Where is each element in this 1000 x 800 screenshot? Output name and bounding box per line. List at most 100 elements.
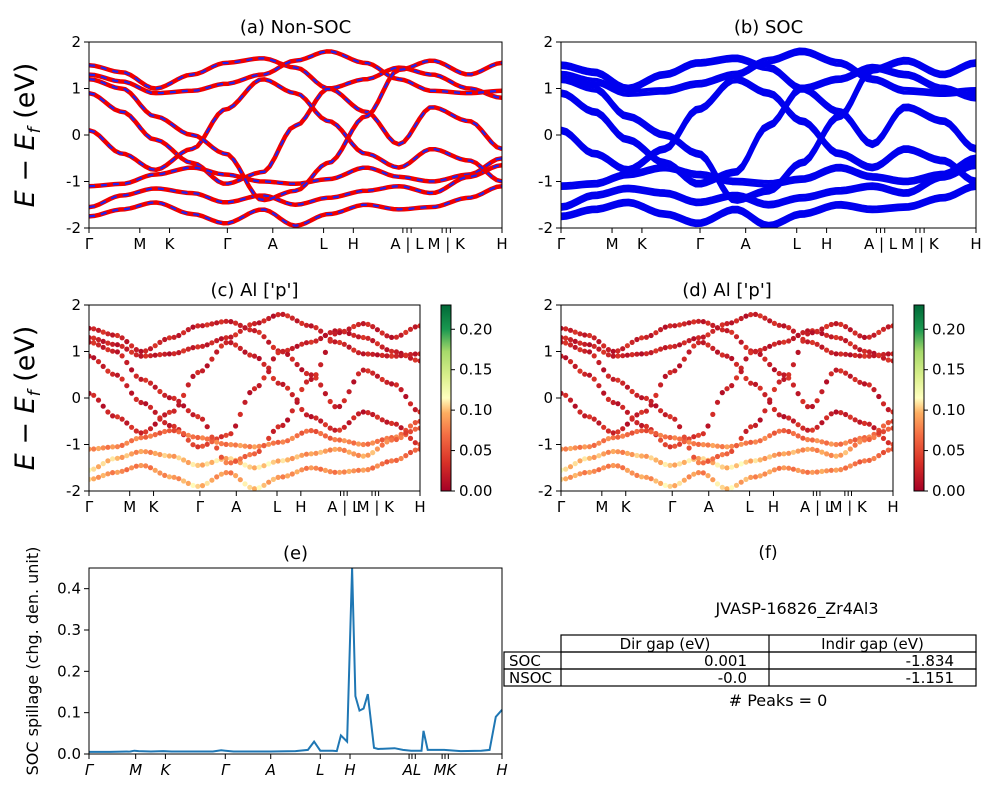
panel-d-point bbox=[771, 452, 778, 458]
panel-c-point bbox=[209, 340, 215, 346]
panel-c-point bbox=[124, 346, 130, 352]
panel-c-point bbox=[289, 392, 295, 398]
panel-c-point bbox=[124, 440, 130, 446]
panel-d-point bbox=[629, 416, 635, 422]
panel-d-point bbox=[567, 397, 574, 403]
panel-c-point bbox=[100, 445, 106, 451]
panel-d-point bbox=[852, 376, 858, 383]
panel-d-point bbox=[572, 461, 578, 467]
panel-c-point bbox=[181, 392, 187, 398]
panel-d-point bbox=[653, 478, 659, 484]
panel-c-point bbox=[95, 342, 102, 348]
panel-d-point bbox=[605, 436, 612, 442]
panel-b-frame bbox=[560, 41, 977, 229]
panel-b-ytick-label: 2 bbox=[543, 33, 553, 51]
panel-c-point bbox=[228, 460, 234, 466]
panel-c-point bbox=[114, 342, 120, 348]
panel-c-point bbox=[365, 467, 371, 473]
panel-c-point bbox=[133, 352, 139, 358]
panel-c-point bbox=[119, 376, 125, 382]
panel-d-point bbox=[719, 484, 725, 490]
panel-c-point bbox=[237, 477, 243, 483]
panel-d-point bbox=[805, 469, 811, 475]
panel-d-point bbox=[667, 323, 673, 329]
panel-c-point bbox=[114, 332, 120, 339]
panel-c-point bbox=[355, 411, 362, 417]
panel-d-point bbox=[843, 370, 849, 376]
panel-d-point bbox=[567, 359, 574, 365]
panel-d-point bbox=[852, 437, 858, 443]
panel-d-point bbox=[605, 352, 612, 358]
panel-d-point bbox=[672, 462, 678, 468]
panel-d-point bbox=[624, 343, 631, 349]
panel-c-point bbox=[199, 323, 206, 329]
panel-d-point bbox=[781, 451, 787, 457]
panel-c-point bbox=[417, 441, 420, 448]
panel-c-point bbox=[129, 367, 135, 373]
panel-c-point bbox=[223, 441, 229, 447]
panel-d-point bbox=[677, 436, 683, 442]
table-cell: -1.151 bbox=[906, 669, 954, 687]
panel-c-point bbox=[157, 388, 163, 395]
panel-c-point bbox=[332, 427, 338, 433]
panel-c-point bbox=[214, 320, 220, 326]
panel-d-point bbox=[634, 412, 640, 418]
panel-d-point bbox=[662, 434, 668, 440]
panel-d-point bbox=[767, 361, 773, 368]
table-cell: 0.001 bbox=[704, 652, 747, 670]
panel-c-point bbox=[190, 482, 196, 488]
panel-d-point bbox=[672, 343, 678, 349]
panel-c-point bbox=[119, 442, 125, 448]
panel-c-point bbox=[365, 410, 371, 416]
panel-c-point bbox=[251, 386, 258, 392]
panel-d-xtick-label: H bbox=[887, 498, 898, 516]
panel-d-point bbox=[876, 430, 882, 436]
panel-c-point bbox=[261, 463, 267, 469]
panel-d-point bbox=[748, 439, 754, 445]
panel-c-point bbox=[365, 321, 371, 327]
panel-c-point bbox=[270, 440, 276, 446]
panel-d-point bbox=[771, 386, 778, 393]
panel-c-point bbox=[110, 332, 116, 338]
panel-d-point bbox=[795, 467, 801, 473]
panel-d-point bbox=[601, 390, 607, 396]
panel-d-point bbox=[771, 367, 778, 373]
panel-c-point bbox=[346, 330, 352, 337]
panel-d-point bbox=[824, 332, 830, 338]
panel-c-xtick-label: Γ bbox=[85, 498, 94, 516]
panel-c-point bbox=[285, 313, 291, 319]
panel-d-point bbox=[667, 462, 673, 468]
panel-d-point bbox=[653, 403, 659, 409]
panel-c-point bbox=[119, 343, 125, 349]
panel-d-point bbox=[591, 442, 597, 448]
panel-d-point bbox=[757, 347, 763, 353]
panel-c-point bbox=[251, 451, 258, 457]
panel-d-point bbox=[700, 319, 706, 325]
panel-d-point bbox=[582, 456, 588, 462]
panel-c-point bbox=[218, 336, 224, 342]
panel-d-point bbox=[757, 473, 763, 479]
panel-c-point bbox=[119, 353, 125, 359]
panel-d-point bbox=[729, 464, 735, 470]
panel-c-point bbox=[299, 467, 305, 473]
panel-c-point bbox=[393, 334, 399, 340]
panel-d-point bbox=[624, 384, 631, 390]
panel-c-point bbox=[89, 446, 92, 452]
panel-c-point bbox=[351, 379, 357, 385]
panel-c-point bbox=[374, 327, 380, 333]
panel-d-point bbox=[610, 353, 616, 359]
panel-d-point bbox=[852, 344, 858, 350]
panel-c-point bbox=[190, 434, 196, 440]
panel-c-point bbox=[228, 442, 234, 448]
panel-d-point bbox=[582, 444, 588, 450]
panel-c-point bbox=[285, 438, 291, 444]
panel-d-point bbox=[729, 448, 735, 454]
panel-c-point bbox=[181, 457, 187, 463]
panel-d-xtick-label: H bbox=[768, 498, 779, 516]
panel-d-point bbox=[814, 424, 820, 430]
panel-d-point bbox=[629, 470, 635, 476]
panel-d-colorbar-label: 0.05 bbox=[932, 442, 965, 460]
panel-c-point bbox=[152, 343, 158, 349]
panel-d-point bbox=[719, 390, 725, 396]
panel-c-point bbox=[237, 442, 243, 449]
